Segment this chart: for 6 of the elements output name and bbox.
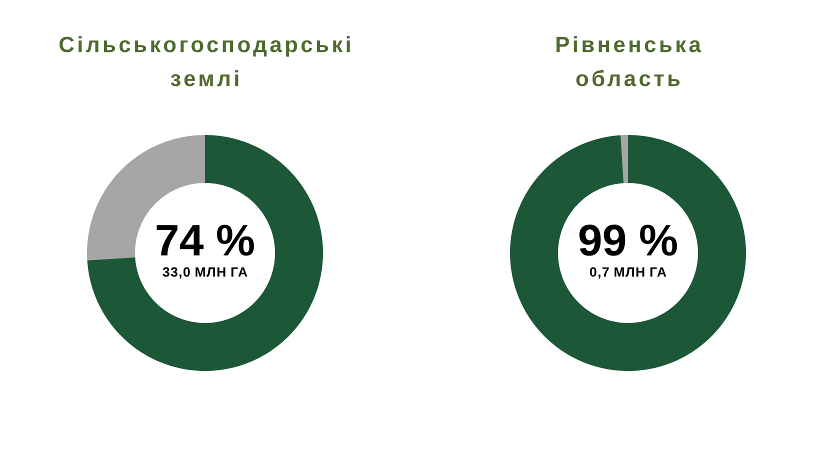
text: 74 % xyxy=(156,224,254,256)
text: 0,7 МЛН ГА xyxy=(590,267,666,279)
chart-title: Сільськогосподарські землі xyxy=(60,36,350,86)
text: 99 % xyxy=(579,224,677,256)
chart-title: Рівненська область xyxy=(556,36,702,86)
text: 33,0 МЛН ГА xyxy=(162,267,248,279)
